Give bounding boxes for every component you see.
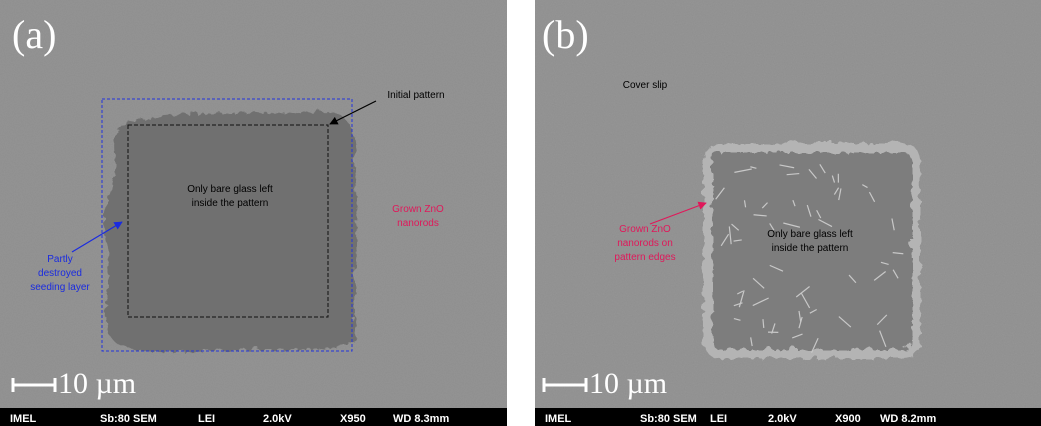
info-text: 2.0kV (263, 413, 292, 425)
annotation: Cover slip (623, 80, 668, 91)
annotation: Grown ZnO (619, 224, 671, 235)
panel-b: (b) Cover slip Grown ZnO nanorods on pat… (535, 0, 1041, 426)
figure: (a) Initial pattern Only bare glass left… (0, 0, 1041, 426)
scale-label: 10 µm (589, 367, 667, 400)
info-text: IMEL (545, 413, 572, 425)
panel-label: (a) (12, 12, 56, 57)
panel-label: (b) (542, 12, 589, 57)
panel-a: (a) Initial pattern Only bare glass left… (0, 0, 507, 426)
annotation: inside the pattern (192, 198, 269, 209)
annotation: inside the pattern (772, 243, 849, 254)
seeding-layer-region (102, 110, 354, 350)
annotation: Partly (47, 254, 73, 265)
scale-label: 10 µm (58, 367, 136, 400)
info-text: IMEL (10, 413, 37, 425)
annotation: destroyed (38, 268, 82, 279)
info-text: Sb:80 SEM (640, 413, 697, 425)
annotation: Only bare glass left (767, 229, 853, 240)
annotation: nanorods (397, 218, 439, 229)
annotation: pattern edges (614, 252, 675, 263)
annotation: Only bare glass left (187, 184, 273, 195)
info-text: 2.0kV (768, 413, 797, 425)
info-text: LEI (710, 413, 727, 425)
info-text: Sb:80 SEM (100, 413, 157, 425)
annotation: Initial pattern (387, 90, 444, 101)
nanorod (763, 319, 764, 328)
info-text: LEI (198, 413, 215, 425)
annotation: seeding layer (30, 282, 90, 293)
info-text: WD 8.3mm (393, 413, 449, 425)
annotation: Grown ZnO (392, 204, 444, 215)
annotation: nanorods on (617, 238, 673, 249)
info-text: WD 8.2mm (880, 413, 936, 425)
info-text: X900 (835, 413, 861, 425)
info-text: X950 (340, 413, 366, 425)
